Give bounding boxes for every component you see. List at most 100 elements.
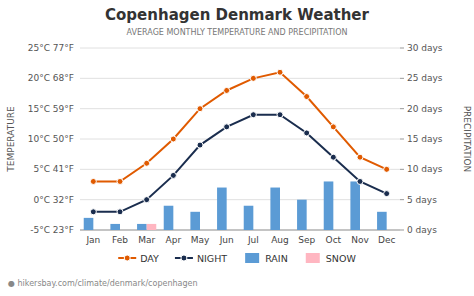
bar [387, 230, 397, 231]
legend-item: SNOW [306, 253, 357, 264]
point [144, 160, 150, 166]
y2-tick [400, 199, 404, 200]
grid [80, 48, 400, 230]
bar [350, 181, 360, 230]
bar [227, 230, 237, 231]
y2-tick [400, 48, 404, 49]
point [170, 136, 176, 142]
bar [324, 181, 334, 230]
chart: Copenhagen Denmark Weather AVERAGE MONTHL… [0, 0, 474, 296]
bar [360, 230, 370, 231]
x-tick-label: Sep [298, 235, 315, 245]
y2-tick [400, 169, 404, 170]
bar [280, 230, 290, 231]
point [357, 178, 363, 184]
bar [137, 224, 147, 230]
x-tick-label: May [191, 235, 210, 245]
y-tick-label: 0°C 32°F [34, 195, 75, 205]
legend-label: SNOW [326, 253, 357, 264]
legend-swatch [124, 255, 130, 261]
legend-item: DAY [118, 253, 159, 264]
bar [377, 212, 387, 230]
y2-tick-label: 15 days [407, 134, 443, 144]
point [250, 75, 256, 81]
point [277, 112, 283, 118]
y2-axis-label: PRECIPITATION [462, 106, 472, 173]
y2-tick [400, 230, 404, 231]
x-tick-label: Dec [378, 235, 395, 245]
marks [84, 69, 390, 230]
legend-label: NIGHT [197, 253, 227, 264]
bar [173, 230, 183, 231]
point [304, 130, 310, 136]
y2-tick-label: 5 days [407, 195, 437, 205]
bar [164, 206, 174, 230]
y2-tick-label: 10 days [407, 164, 443, 174]
footer: ● hikersbay.com/climate/denmark/copenhag… [8, 279, 198, 288]
y-tick-label: 10°C 50°F [28, 134, 74, 144]
legend-label: RAIN [265, 253, 288, 264]
legend-swatch [306, 253, 320, 263]
point [304, 94, 310, 100]
point [384, 191, 390, 197]
legend-swatch [245, 253, 259, 263]
x-tick-label: Oct [326, 235, 342, 245]
y-tick-label: -5°C 23°F [30, 225, 74, 235]
bar [307, 230, 317, 231]
bar [93, 230, 103, 231]
subtitle: AVERAGE MONTHLY TEMPERATURE AND PRECIPIT… [127, 28, 348, 37]
point [197, 142, 203, 148]
y-tick-label: 25°C 77°F [28, 43, 74, 53]
grid-line [80, 48, 400, 49]
point [357, 154, 363, 160]
legend-label: DAY [140, 253, 159, 264]
legend: DAY NIGHT RAIN SNOW [118, 253, 356, 264]
bar [147, 224, 157, 230]
legend-item: RAIN [245, 253, 288, 264]
y-tick-label: 5°C 41°F [34, 164, 75, 174]
y2-tick [400, 108, 404, 109]
y2-tick-label: 0 days [407, 225, 437, 235]
title: Copenhagen Denmark Weather [105, 6, 369, 24]
point [330, 154, 336, 160]
y2-tick [400, 139, 404, 140]
point [90, 209, 96, 215]
bar [297, 200, 307, 230]
bar [333, 230, 343, 231]
y2-tick [400, 78, 404, 79]
x-tick-label: Mar [138, 235, 155, 245]
legend-swatch [181, 255, 187, 261]
bar [84, 218, 94, 230]
y-axis-label: TEMPERATURE [6, 106, 16, 173]
point [384, 166, 390, 172]
x-tick-label: Jun [219, 235, 234, 245]
x-tick-label: Jan [85, 235, 100, 245]
grid-line [80, 139, 400, 140]
y-tick-label: 15°C 59°F [28, 104, 74, 114]
x-tick-label: Apr [166, 235, 182, 245]
x-tick-label: Feb [112, 235, 128, 245]
point [117, 209, 123, 215]
legend-item: NIGHT [175, 253, 227, 264]
x-tick-label: Nov [351, 235, 369, 245]
y-tick-label: 20°C 68°F [28, 73, 74, 83]
bar [244, 206, 254, 230]
point [117, 178, 123, 184]
bar [120, 230, 130, 231]
grid-line [80, 108, 400, 109]
bar [110, 224, 120, 230]
grid-line [80, 78, 400, 79]
y2-tick-label: 25 days [407, 73, 443, 83]
point [277, 69, 283, 75]
y2-tick-label: 30 days [407, 43, 443, 53]
point [224, 87, 230, 93]
x-tick-label: Jul [247, 235, 259, 245]
bar [253, 230, 263, 231]
bar [200, 230, 210, 231]
point [144, 197, 150, 203]
background [0, 0, 474, 296]
y2-tick-label: 20 days [407, 104, 443, 114]
point [250, 112, 256, 118]
point [224, 124, 230, 130]
line [93, 115, 386, 212]
